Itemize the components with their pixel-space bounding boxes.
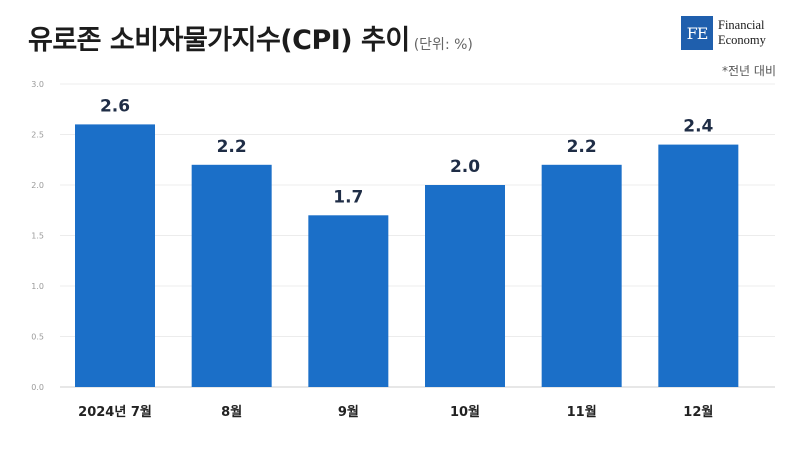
x-tick-label: 11월 [567, 404, 597, 420]
data-label: 2.0 [450, 157, 480, 177]
x-tick-label: 10월 [450, 404, 480, 420]
brand-logo: FE Financial Economy [681, 16, 766, 50]
y-tick-label: 3.0 [31, 80, 44, 89]
footnote: *전년 대비 [722, 64, 776, 78]
x-tick-label: 8월 [221, 404, 242, 420]
bar [308, 215, 389, 387]
y-tick-label: 0.0 [31, 383, 44, 392]
y-tick-label: 1.0 [31, 282, 44, 291]
x-tick-label: 2024년 7월 [78, 404, 152, 420]
title-text: 유로존 소비자물가지수(CPI) 추이 [28, 25, 410, 56]
data-label: 2.6 [100, 96, 130, 116]
data-label: 2.2 [567, 137, 597, 157]
x-tick-label: 12월 [683, 404, 713, 420]
data-label: 1.7 [333, 187, 363, 207]
bar [658, 144, 739, 387]
logo-mark: FE [681, 16, 713, 50]
logo-line-2: Economy [718, 33, 766, 47]
y-tick-label: 2.0 [31, 181, 44, 190]
logo-wordmark: Financial Economy [718, 18, 766, 48]
unit-label: (단위: %) [413, 37, 473, 53]
bar [191, 164, 272, 387]
bar [541, 164, 622, 387]
y-tick-label: 0.5 [31, 333, 44, 342]
data-label: 2.2 [217, 137, 247, 157]
y-tick-label: 2.5 [31, 131, 44, 140]
bar [75, 124, 155, 388]
bar [425, 185, 505, 387]
x-tick-label: 9월 [338, 404, 359, 420]
data-label: 2.4 [683, 117, 713, 137]
logo-line-1: Financial [718, 18, 765, 32]
chart-title: 유로존 소비자물가지수(CPI) 추이 (단위: %) [28, 18, 473, 57]
y-tick-label: 1.5 [31, 232, 44, 241]
